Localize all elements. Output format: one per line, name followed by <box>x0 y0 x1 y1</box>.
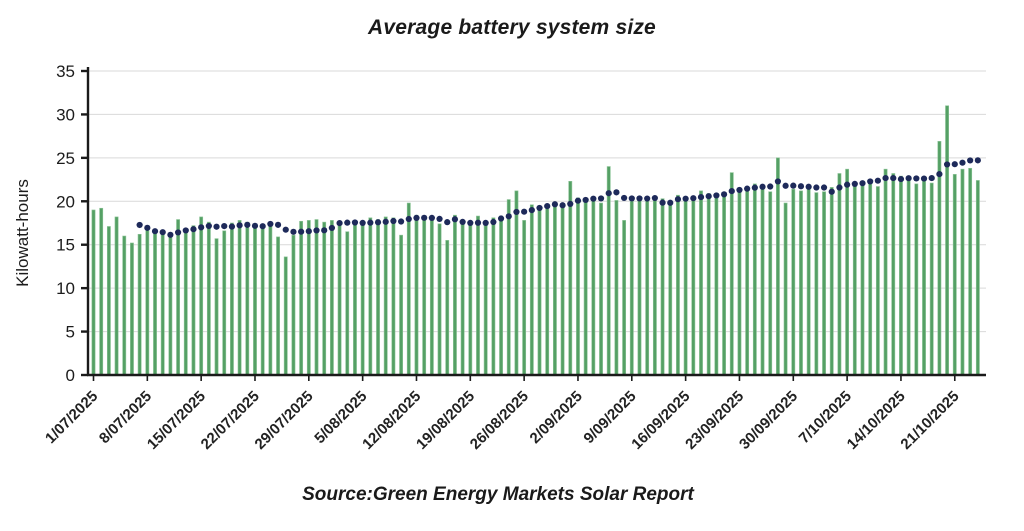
moving-average-dots <box>136 157 981 238</box>
svg-text:5: 5 <box>66 323 75 342</box>
svg-text:26/08/2025: 26/08/2025 <box>467 388 532 453</box>
source-caption: Source:Green Energy Markets Solar Report <box>302 484 694 505</box>
svg-text:30: 30 <box>56 105 75 124</box>
y-tick-labels: 0 5 10 15 20 25 30 35 <box>56 62 88 385</box>
chart-title: Average battery system size <box>368 16 656 39</box>
svg-text:29/07/2025: 29/07/2025 <box>252 388 317 453</box>
svg-text:21/10/2025: 21/10/2025 <box>897 388 962 453</box>
svg-text:2/09/2025: 2/09/2025 <box>527 388 586 447</box>
axes <box>86 67 986 377</box>
svg-text:0: 0 <box>66 366 75 385</box>
svg-text:10: 10 <box>56 279 75 298</box>
x-tick-labels: 1/07/20258/07/202515/07/202522/07/202529… <box>42 375 963 453</box>
daily-bars <box>91 105 980 376</box>
svg-text:35: 35 <box>56 62 75 81</box>
svg-text:30/09/2025: 30/09/2025 <box>736 388 801 453</box>
svg-text:1/07/2025: 1/07/2025 <box>42 388 101 447</box>
gridlines <box>88 70 986 333</box>
svg-text:25: 25 <box>56 149 75 168</box>
svg-text:20: 20 <box>56 192 75 211</box>
svg-text:15: 15 <box>56 236 75 255</box>
